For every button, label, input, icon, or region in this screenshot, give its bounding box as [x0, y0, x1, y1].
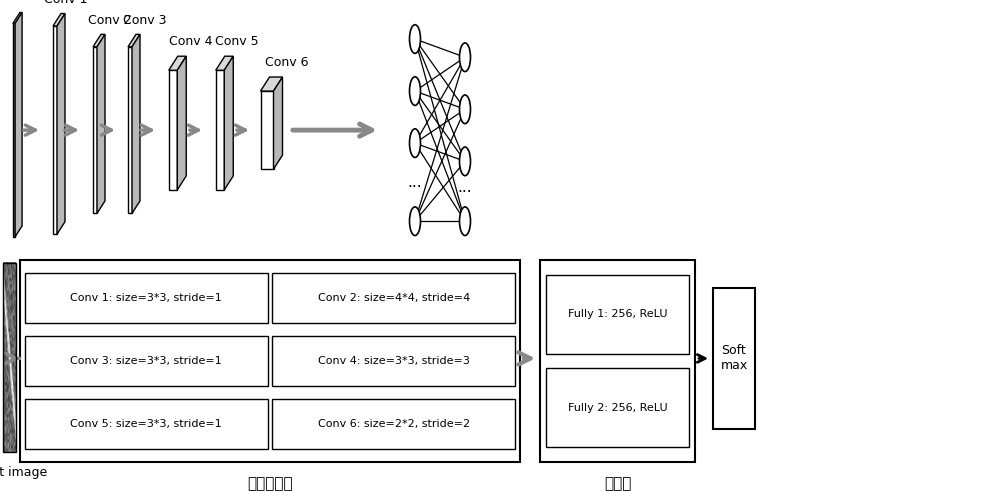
Circle shape [460, 147, 471, 176]
Text: Conv 4: size=3*3, stride=3: Conv 4: size=3*3, stride=3 [318, 356, 470, 366]
Text: Conv 5: Conv 5 [215, 35, 259, 49]
Circle shape [410, 25, 421, 54]
Bar [546, 275, 689, 354]
Text: Soft
max: Soft max [720, 344, 748, 373]
Text: Fully 2: 256, ReLU: Fully 2: 256, ReLU [568, 403, 667, 412]
Circle shape [410, 129, 421, 158]
Polygon shape [13, 12, 22, 24]
Circle shape [460, 207, 471, 236]
Bar [713, 288, 755, 429]
Text: 特征提取层: 特征提取层 [247, 476, 293, 491]
Bar [20, 260, 520, 462]
Bar [272, 335, 515, 386]
Polygon shape [97, 34, 105, 214]
Text: ...: ... [408, 175, 422, 190]
Bar [546, 368, 689, 447]
Text: Conv 1: Conv 1 [44, 0, 88, 6]
Bar [25, 273, 268, 323]
Polygon shape [53, 14, 65, 26]
Bar [272, 273, 515, 323]
Polygon shape [224, 56, 233, 190]
Text: Conv 3: size=3*3, stride=1: Conv 3: size=3*3, stride=1 [70, 356, 222, 366]
Bar [25, 335, 268, 386]
Text: Conv 5: size=3*3, stride=1: Conv 5: size=3*3, stride=1 [70, 419, 222, 429]
Polygon shape [128, 47, 132, 214]
Text: 分类层: 分类层 [604, 476, 631, 491]
Polygon shape [93, 34, 105, 47]
Text: Conv 2: Conv 2 [88, 14, 132, 27]
Circle shape [460, 43, 471, 72]
Polygon shape [260, 77, 283, 91]
Text: Conv 4: Conv 4 [169, 35, 212, 49]
Polygon shape [93, 47, 97, 214]
Text: ...: ... [458, 180, 472, 195]
Text: Conv 1: size=3*3, stride=1: Conv 1: size=3*3, stride=1 [70, 293, 222, 303]
Circle shape [410, 207, 421, 236]
Bar [3, 263, 16, 452]
Polygon shape [274, 77, 283, 169]
Text: Conv 6: Conv 6 [265, 56, 308, 69]
Text: Input image: Input image [0, 466, 47, 479]
Polygon shape [13, 24, 15, 237]
Polygon shape [15, 12, 22, 237]
Polygon shape [132, 34, 140, 214]
Polygon shape [216, 56, 233, 70]
Polygon shape [216, 70, 224, 190]
Circle shape [410, 77, 421, 106]
Polygon shape [169, 56, 186, 70]
Polygon shape [57, 14, 65, 234]
Circle shape [460, 95, 471, 124]
Polygon shape [128, 34, 140, 47]
Bar [25, 399, 268, 449]
Polygon shape [53, 26, 57, 234]
Polygon shape [169, 70, 177, 190]
Polygon shape [177, 56, 186, 190]
Text: Conv 6: size=2*2, stride=2: Conv 6: size=2*2, stride=2 [318, 419, 470, 429]
Text: Conv 2: size=4*4, stride=4: Conv 2: size=4*4, stride=4 [318, 293, 470, 303]
Text: Conv 3: Conv 3 [123, 14, 167, 27]
Bar [540, 260, 695, 462]
Polygon shape [260, 91, 274, 169]
Text: Fully 1: 256, ReLU: Fully 1: 256, ReLU [568, 309, 667, 319]
Bar [272, 399, 515, 449]
